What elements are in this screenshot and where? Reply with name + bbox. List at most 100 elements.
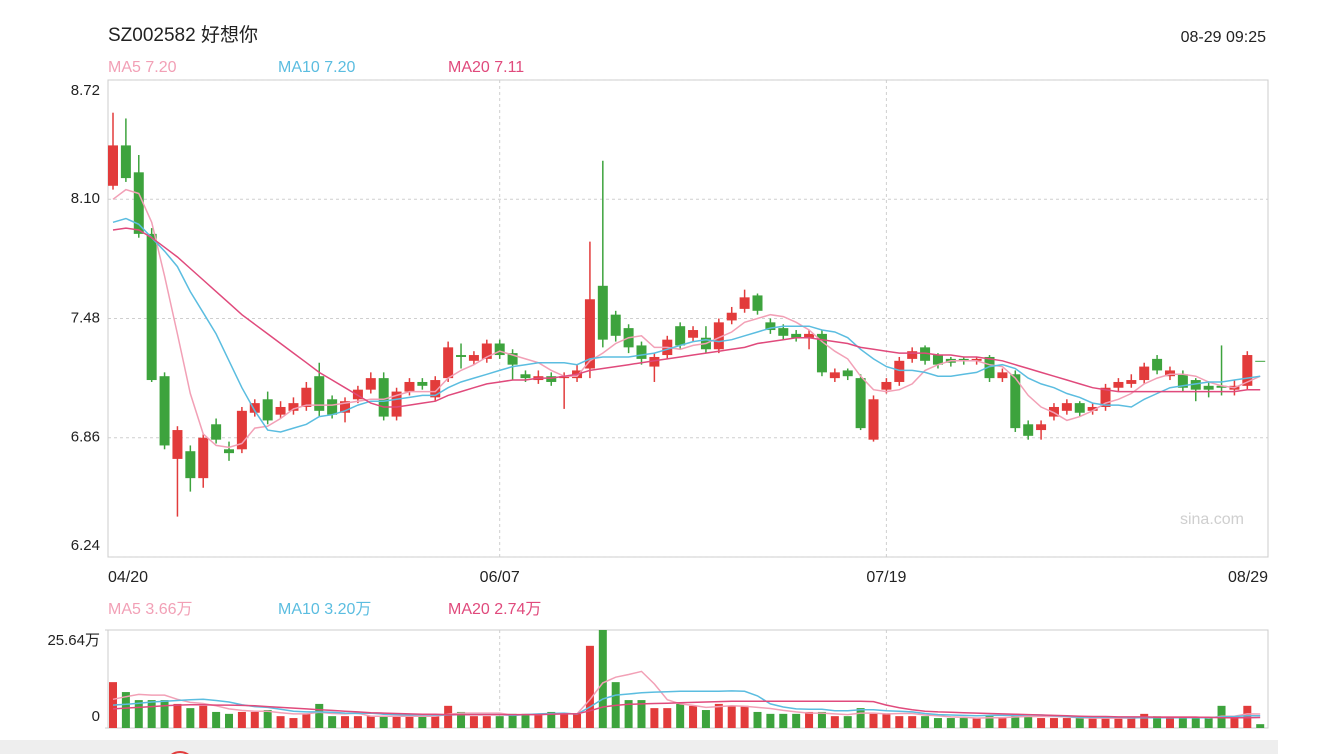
volume-bar — [779, 713, 788, 728]
candle-body — [1048, 406, 1059, 417]
candle-body — [288, 403, 299, 411]
volume-bar — [263, 710, 272, 728]
candle-body — [198, 437, 209, 479]
volume-bar — [134, 700, 143, 728]
legend-name: MA20 — [448, 59, 490, 76]
candle-body — [120, 145, 131, 179]
volume-bar — [315, 703, 324, 728]
volume-bar — [895, 716, 904, 728]
volume-bar — [1075, 718, 1084, 728]
legend-name: MA10 — [278, 59, 320, 76]
candle-body — [468, 355, 479, 361]
candle-body — [275, 406, 286, 415]
candle-body — [752, 295, 763, 311]
candle-body — [249, 403, 260, 413]
candle-body — [597, 285, 608, 340]
x-tick-label: 04/20 — [108, 569, 148, 586]
volume-bar — [121, 692, 130, 728]
candle-body — [932, 355, 943, 365]
y-tick-label: 8.72 — [71, 82, 100, 99]
volume-bar — [547, 711, 556, 728]
candle-body — [417, 381, 428, 386]
volume-bar — [624, 700, 633, 728]
candle-body — [133, 172, 144, 234]
volume-bar — [933, 718, 942, 728]
volume-bar — [199, 705, 208, 728]
volume-bar — [869, 713, 878, 728]
candle-body — [262, 399, 273, 421]
candle-body — [688, 330, 699, 338]
candle-body — [559, 376, 570, 379]
volume-bar — [1011, 713, 1020, 728]
volume-bar — [1165, 718, 1174, 728]
volume-bar — [160, 700, 169, 728]
candle-body — [172, 430, 183, 459]
candle-body — [984, 356, 995, 379]
candle-body — [1074, 403, 1085, 413]
candle-body — [211, 424, 222, 440]
volume-bar — [753, 711, 762, 728]
candle-body — [352, 389, 363, 400]
volume-bar — [276, 716, 285, 728]
candle-body — [739, 297, 750, 309]
candle-body — [791, 333, 802, 338]
volume-bar — [1256, 724, 1265, 728]
volume-bar — [1191, 718, 1200, 728]
candle-body — [1190, 380, 1201, 390]
volume-bar — [212, 711, 221, 728]
volume-bar — [1024, 716, 1033, 728]
volume-bar — [508, 713, 517, 728]
volume-bar — [147, 700, 156, 728]
volume-bar — [714, 703, 723, 728]
candle-body — [404, 381, 415, 392]
volume-bar — [998, 718, 1007, 728]
candle-body — [1152, 358, 1163, 371]
volume-bar — [1153, 716, 1162, 728]
volume-bar — [237, 711, 246, 728]
volume-bar — [817, 711, 826, 728]
volume-bar — [585, 645, 594, 728]
x-tick-label: 06/07 — [480, 569, 520, 586]
y-tick-label: 0 — [92, 708, 100, 725]
volume-bar — [598, 630, 607, 728]
candle-body — [855, 378, 866, 429]
legend-name: MA20 — [448, 601, 490, 618]
candle-body — [443, 347, 454, 379]
candle-body — [958, 358, 969, 361]
legend-value: 3.20万 — [324, 601, 371, 618]
footer-strip — [0, 740, 1278, 754]
candle-body — [1126, 380, 1137, 384]
volume-bar — [727, 705, 736, 728]
candle-body — [997, 372, 1008, 379]
volume-bar — [830, 716, 839, 728]
y-tick-label: 25.64万 — [47, 632, 100, 649]
candle-body — [868, 399, 879, 440]
candle-body — [1023, 424, 1034, 436]
legend-entry: MA5 7.20 — [108, 59, 177, 76]
footer-icon — [171, 751, 189, 754]
legend-name: MA5 — [108, 59, 141, 76]
candle-body — [971, 358, 982, 361]
volume-bar — [250, 711, 259, 728]
volume-bar — [805, 711, 814, 728]
candle-body — [816, 333, 827, 373]
chart-title: SZ002582 好想你 — [108, 24, 258, 46]
candle-body — [1242, 355, 1253, 386]
legend-value: 2.74万 — [494, 601, 541, 618]
volume-bar — [1230, 718, 1239, 728]
candle-body — [301, 387, 312, 407]
volume-bar — [418, 716, 427, 728]
x-tick-label: 07/19 — [866, 569, 906, 586]
candle-body — [765, 322, 776, 331]
volume-bar — [1088, 718, 1097, 728]
candle-body — [185, 451, 196, 479]
volume-bar — [289, 718, 298, 728]
volume-bar — [379, 716, 388, 728]
candle-body — [108, 145, 118, 186]
volume-bar — [701, 710, 710, 728]
y-tick-label: 8.10 — [71, 190, 100, 207]
volume-bar — [444, 705, 453, 728]
volume-bar — [843, 716, 852, 728]
legend-value: 7.20 — [324, 59, 355, 76]
y-tick-label: 6.86 — [71, 429, 100, 446]
